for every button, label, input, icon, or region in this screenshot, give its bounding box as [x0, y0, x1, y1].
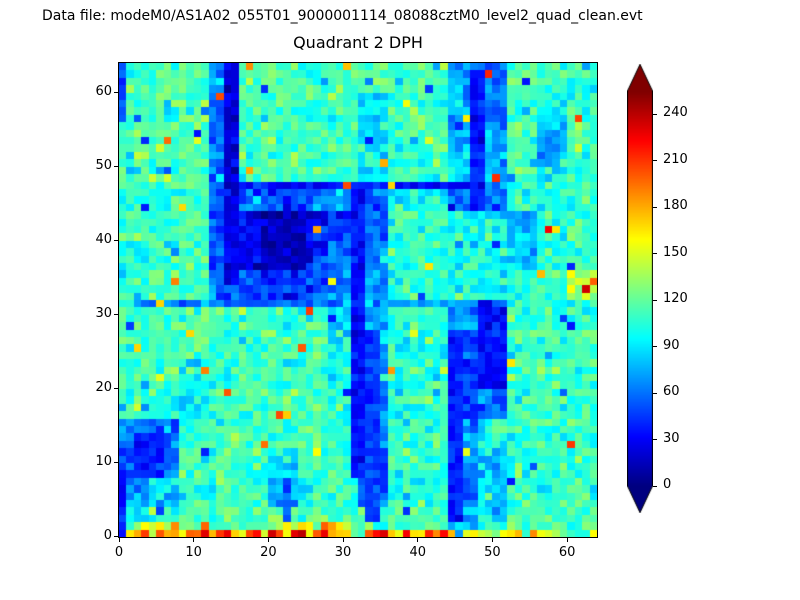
colorbar-tick	[653, 439, 657, 441]
x-tick	[566, 538, 568, 542]
y-tick	[114, 239, 118, 241]
colorbar-tick-label: 180	[663, 198, 688, 214]
y-tick-label: 40	[95, 231, 112, 247]
colorbar-tick-label: 210	[663, 151, 688, 167]
y-tick-label: 0	[103, 528, 112, 543]
y-tick	[114, 536, 118, 537]
x-tick-label: 30	[334, 545, 352, 560]
y-tick-label: 30	[95, 305, 112, 321]
colorbar-tick-label: 30	[663, 430, 680, 446]
x-tick	[342, 538, 344, 542]
x-tick-label: 60	[558, 545, 576, 560]
x-tick	[417, 538, 419, 542]
colorbar-tick-label: 120	[663, 291, 688, 307]
y-tick	[114, 165, 118, 167]
y-tick	[114, 461, 118, 463]
colorbar-tick-label: 150	[663, 244, 688, 260]
x-tick-label: 50	[484, 545, 501, 560]
x-tick	[267, 538, 269, 542]
colorbar-tick	[653, 392, 657, 394]
y-tick	[114, 91, 118, 93]
colorbar-tick-label: 0	[663, 477, 672, 492]
colorbar-tick	[653, 346, 657, 348]
colorbar-tick	[653, 160, 657, 162]
colorbar-tick	[653, 299, 657, 301]
y-tick-label: 50	[95, 157, 112, 173]
chart-title: Quadrant 2 DPH	[293, 33, 423, 52]
heatmap-canvas	[118, 62, 598, 538]
x-tick	[491, 538, 493, 542]
colorbar-tick-label: 60	[663, 384, 680, 400]
y-tick-label: 10	[95, 453, 112, 469]
colorbar-tick-label: 90	[663, 337, 680, 353]
colorbar-tick	[653, 113, 657, 115]
colorbar-tick	[653, 206, 657, 208]
x-tick	[193, 538, 195, 542]
data-file-label: Data file: modeM0/AS1A02_055T01_90000011…	[42, 8, 643, 24]
x-tick	[118, 538, 120, 542]
colorbar-tick-label: 240	[663, 105, 688, 121]
colorbar	[627, 64, 653, 513]
y-tick-label: 60	[95, 83, 112, 99]
x-tick-label: 20	[260, 545, 277, 560]
x-tick-label: 40	[409, 545, 427, 560]
y-tick	[114, 313, 118, 315]
x-tick-label: 0	[114, 545, 124, 560]
y-tick	[114, 387, 118, 389]
x-tick-label: 10	[185, 545, 202, 560]
colorbar-tick	[653, 485, 657, 487]
colorbar-tick	[653, 253, 657, 255]
y-tick-label: 20	[95, 379, 112, 395]
